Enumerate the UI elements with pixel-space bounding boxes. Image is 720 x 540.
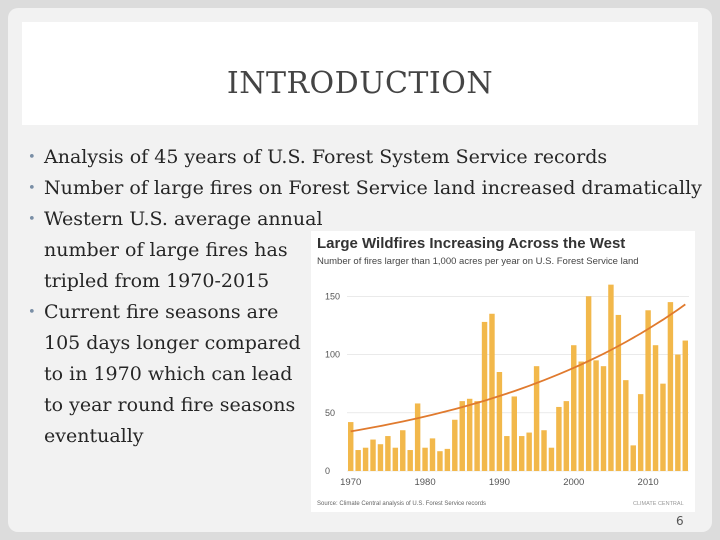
bar-1970 bbox=[348, 422, 354, 471]
bar-1983 bbox=[444, 448, 451, 471]
bar-1987 bbox=[474, 401, 480, 471]
bar-1998 bbox=[556, 406, 562, 471]
bar-1986 bbox=[466, 398, 473, 471]
chart-source: Source: Climate Central analysis of U.S.… bbox=[317, 501, 486, 507]
bullet-text: Western U.S. average annual number of la… bbox=[44, 208, 323, 292]
bar-2015 bbox=[682, 340, 688, 471]
bar-2009 bbox=[637, 394, 644, 471]
bullet-icon: • bbox=[28, 305, 36, 320]
bar-2012 bbox=[660, 383, 666, 471]
bullet-item: • Analysis of 45 years of U.S. Forest Sys… bbox=[28, 142, 718, 173]
bar-1989 bbox=[489, 313, 495, 471]
bullet-item: • Number of large fires on Forest Service… bbox=[28, 173, 718, 204]
bar-2006 bbox=[615, 314, 622, 471]
chart-subtitle: Number of fires larger than 1,000 acres … bbox=[317, 256, 639, 267]
bar-1997 bbox=[548, 447, 555, 471]
trend-line bbox=[350, 303, 686, 433]
bar-1972 bbox=[362, 447, 369, 471]
bar-1990 bbox=[496, 372, 503, 471]
bar-2011 bbox=[652, 345, 659, 471]
bullet-item: • Western U.S. average annual number of l… bbox=[28, 204, 720, 297]
bar-1985 bbox=[459, 401, 465, 471]
x-tick-label: 1970 bbox=[340, 477, 361, 488]
bar-2005 bbox=[608, 284, 614, 471]
chart-title: Large Wildfires Increasing Across the We… bbox=[317, 235, 625, 252]
bullet-text: Number of large fires on Forest Service … bbox=[44, 177, 702, 199]
slide-title: INTRODUCTION bbox=[226, 66, 494, 101]
x-tick-label: 2010 bbox=[638, 477, 659, 488]
bar-1975 bbox=[385, 436, 391, 471]
bar-2001 bbox=[578, 361, 584, 471]
y-tick-label: 50 bbox=[325, 408, 335, 418]
bar-1988 bbox=[481, 321, 488, 471]
bar-1979 bbox=[414, 403, 421, 471]
bar-1978 bbox=[407, 450, 413, 471]
bar-1971 bbox=[355, 450, 361, 471]
bar-1999 bbox=[563, 401, 570, 471]
bar-1996 bbox=[541, 430, 547, 471]
bar-2003 bbox=[593, 360, 599, 471]
bar-2008 bbox=[630, 445, 636, 471]
x-tick-label: 1990 bbox=[489, 477, 510, 488]
bar-2002 bbox=[585, 296, 592, 471]
y-tick-label: 100 bbox=[325, 350, 340, 360]
bar-1982 bbox=[437, 451, 443, 471]
bar-1995 bbox=[533, 366, 540, 471]
bar-1994 bbox=[526, 432, 532, 471]
chart-logo: CLIMATE CENTRAL bbox=[633, 501, 684, 507]
y-tick-label: 150 bbox=[325, 291, 340, 301]
bullet-text: Analysis of 45 years of U.S. Forest Syst… bbox=[44, 146, 608, 168]
bar-2004 bbox=[600, 366, 607, 471]
bar-1974 bbox=[377, 444, 384, 471]
x-tick-label: 1980 bbox=[414, 477, 435, 488]
bar-1980 bbox=[422, 447, 428, 471]
bar-1993 bbox=[519, 436, 525, 471]
bar-2007 bbox=[623, 380, 629, 471]
bullet-text: Current fire seasons are 105 days longer… bbox=[44, 301, 301, 447]
bar-1992 bbox=[511, 396, 517, 471]
bar-2014 bbox=[675, 354, 681, 471]
wildfire-chart: Large Wildfires Increasing Across the We… bbox=[311, 231, 695, 512]
page-number: 6 bbox=[676, 514, 684, 528]
bullet-icon: • bbox=[28, 181, 36, 196]
chart-svg: Large Wildfires Increasing Across the We… bbox=[317, 235, 689, 507]
x-tick-label: 2000 bbox=[563, 477, 584, 488]
bar-2010 bbox=[645, 310, 651, 471]
bar-1981 bbox=[429, 438, 436, 471]
bullet-icon: • bbox=[28, 212, 36, 227]
bar-1976 bbox=[392, 447, 399, 471]
bar-1984 bbox=[452, 419, 458, 471]
bar-1977 bbox=[400, 430, 406, 471]
bullet-item: • Current fire seasons are 105 days longe… bbox=[28, 297, 334, 452]
title-box: INTRODUCTION bbox=[22, 22, 698, 125]
bar-1991 bbox=[504, 436, 510, 471]
bar-1973 bbox=[370, 439, 376, 471]
bar-2000 bbox=[571, 345, 577, 471]
bullet-icon: • bbox=[28, 150, 36, 165]
bullet-list: • Analysis of 45 years of U.S. Forest Sys… bbox=[28, 142, 718, 452]
y-tick-label: 0 bbox=[325, 466, 330, 476]
bar-2013 bbox=[667, 302, 674, 471]
